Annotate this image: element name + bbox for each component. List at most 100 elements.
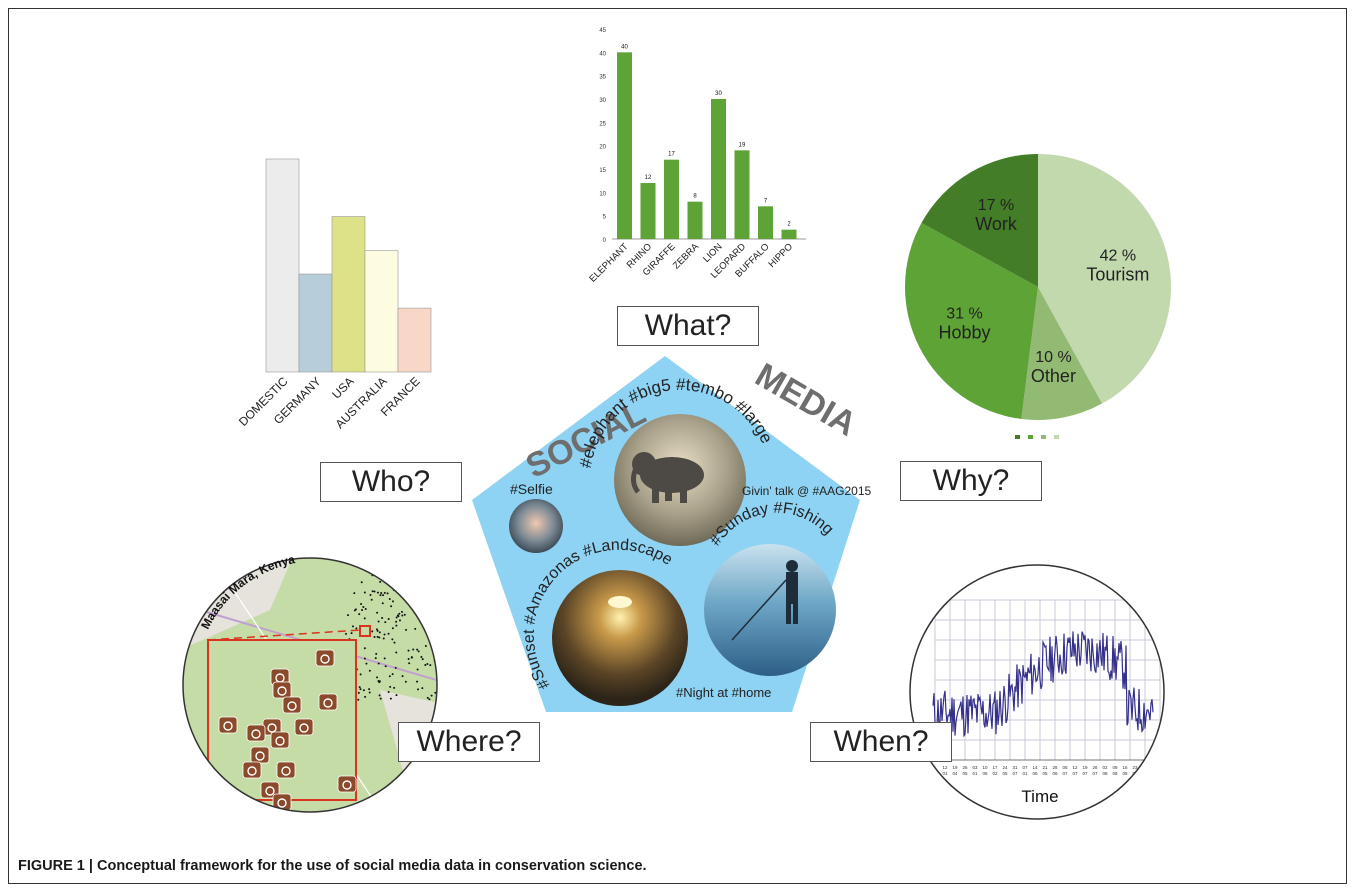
- photo-location-dot: [436, 653, 437, 656]
- photo-location-dot: [382, 637, 385, 640]
- camera-icon: [242, 761, 262, 779]
- camera-icon: [272, 681, 292, 699]
- selfie-photo: [509, 499, 563, 553]
- photo-location-dot: [369, 593, 372, 596]
- sun-glare: [608, 596, 632, 608]
- photo-location-dot: [351, 625, 354, 628]
- photo-location-dot: [381, 617, 384, 620]
- what-bar: [781, 229, 797, 239]
- who-bar: [331, 216, 366, 373]
- why-pie-slice: [905, 222, 1038, 419]
- photo-location-dot: [405, 628, 408, 631]
- photo-location-dot: [395, 616, 398, 619]
- photo-location-dot: [429, 563, 432, 566]
- photo-location-dot: [421, 687, 424, 690]
- photo-location-dot: [389, 566, 392, 569]
- ts-tick-label: 23: [1132, 765, 1138, 770]
- photo-location-dot: [412, 648, 415, 651]
- camera-icon: [294, 718, 314, 736]
- fishing-photo: [704, 544, 836, 676]
- photo-location-dot: [378, 694, 381, 697]
- photo-location-dot: [345, 632, 348, 635]
- photo-location-dot: [424, 664, 427, 667]
- photo-location-dot: [408, 662, 411, 665]
- what-y-tick: 5: [603, 215, 607, 221]
- photo-location-dot: [395, 620, 398, 623]
- photo-location-dot: [384, 621, 387, 624]
- photo-location-dot: [382, 594, 385, 597]
- photo-location-dot: [363, 617, 366, 620]
- photo-location-dot: [380, 592, 383, 595]
- photo-location-dot: [395, 651, 398, 654]
- camera-icon: [282, 696, 302, 714]
- photo-location-dot: [377, 662, 380, 665]
- what-data-label: 40: [621, 44, 628, 50]
- photo-location-dot: [358, 686, 361, 689]
- who-bar: [265, 158, 300, 373]
- photo-location-dot: [373, 590, 376, 593]
- photo-location-dot: [429, 664, 432, 667]
- what-y-tick: 0: [603, 238, 607, 244]
- camera-icon: [315, 649, 335, 667]
- what-bar: [664, 159, 679, 239]
- photo-location-dot: [360, 581, 363, 584]
- photo-location-dot: [378, 559, 381, 562]
- camera-icon: [218, 716, 238, 734]
- photo-location-dot: [360, 603, 363, 606]
- photo-location-dot: [394, 666, 397, 669]
- why-pie-slice: [921, 154, 1038, 287]
- what-bar: [734, 150, 750, 239]
- photo-location-dot: [376, 569, 379, 572]
- why-pie-slice: [1021, 287, 1103, 421]
- photo-location-dot: [388, 598, 391, 601]
- ts-tick-label: 01: [972, 771, 978, 776]
- ts-tick-label: 03: [972, 765, 978, 770]
- photo-location-dot: [417, 588, 420, 591]
- photo-location-dot: [404, 680, 407, 683]
- what-category-label: ZEBRA: [671, 241, 702, 272]
- ts-tick-label: 12: [1072, 765, 1078, 770]
- photo-location-dot: [382, 572, 385, 575]
- photo-location-dot: [383, 657, 386, 660]
- photo-location-dot: [404, 560, 407, 563]
- photo-location-dot: [383, 591, 386, 594]
- camera-icon: [276, 761, 296, 779]
- photo-location-dot: [416, 680, 419, 683]
- photo-location-dot: [391, 562, 394, 565]
- ts-tick-label: 08: [1142, 771, 1148, 776]
- camera-icon: [250, 746, 270, 764]
- what-bar: [687, 201, 703, 239]
- what-data-label: 2: [787, 222, 791, 228]
- ts-tick-label: 05: [1002, 771, 1008, 776]
- photo-location-dot: [375, 652, 378, 655]
- photo-location-dot: [396, 579, 399, 582]
- photo-location-dot: [416, 668, 419, 671]
- what-y-tick: 25: [599, 121, 606, 127]
- photo-location-dot: [435, 596, 437, 599]
- photo-location-dot: [426, 583, 429, 586]
- ts-tick-label: 05: [982, 771, 988, 776]
- photo-location-dot: [431, 616, 434, 619]
- photo-location-dot: [388, 675, 391, 678]
- photo-location-dot: [357, 698, 360, 701]
- photo-location-dot: [376, 591, 379, 594]
- ts-tick-label: 10: [982, 765, 988, 770]
- ts-tick-label: 01: [1022, 771, 1028, 776]
- photo-location-dot: [389, 685, 392, 688]
- who-category-label: USA: [329, 374, 356, 401]
- who-bar: [397, 307, 432, 373]
- photo-location-dot: [444, 644, 446, 646]
- what-y-tick: 35: [599, 75, 606, 81]
- photo-location-dot: [428, 698, 431, 701]
- ts-tick-label: 28: [1052, 765, 1058, 770]
- photo-location-dot: [404, 569, 407, 572]
- when-question-box: When?: [810, 722, 952, 762]
- who-bar: [364, 250, 399, 373]
- photo-location-dot: [395, 624, 398, 627]
- ts-tick-label: 06: [1032, 771, 1038, 776]
- camera-icon: [318, 693, 338, 711]
- photo-location-dot: [442, 602, 444, 604]
- why-slice-label: Other: [1031, 366, 1076, 386]
- why-legend-marker: [1041, 435, 1046, 439]
- photo-location-dot: [434, 607, 437, 610]
